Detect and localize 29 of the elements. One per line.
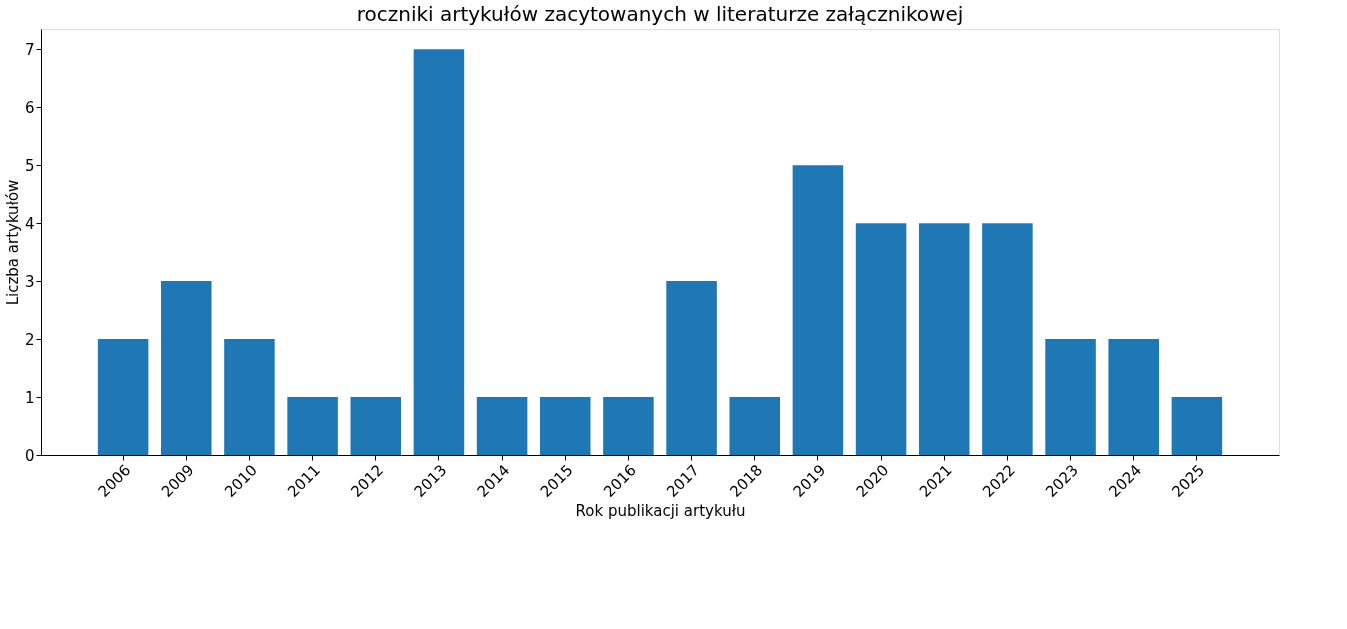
x-axis-title: Rok publikacji artykułu xyxy=(575,502,746,521)
bar xyxy=(1045,339,1096,455)
y-tick-label: 2 xyxy=(24,330,35,349)
y-tick-label: 1 xyxy=(24,388,35,407)
bar xyxy=(982,223,1033,455)
y-tick-label: 4 xyxy=(24,214,35,233)
bar xyxy=(918,223,970,455)
bar xyxy=(603,397,654,455)
y-axis-title: Liczba artykułów xyxy=(3,179,22,306)
bar xyxy=(161,281,212,455)
bar xyxy=(729,397,781,455)
bar xyxy=(855,223,907,455)
bar xyxy=(1108,339,1159,455)
bar xyxy=(1171,397,1223,455)
chart-title: roczniki artykułów zacytowanych w literaturze załącznikowej xyxy=(356,2,964,26)
bar xyxy=(287,397,338,455)
bar xyxy=(666,281,717,455)
y-tick-label: 7 xyxy=(24,40,35,59)
y-tick-label: 6 xyxy=(24,98,35,117)
y-tick-label: 5 xyxy=(24,156,35,175)
y-tick-label: 3 xyxy=(24,272,35,291)
bar xyxy=(539,397,591,455)
y-tick-label: 0 xyxy=(24,446,35,465)
bar xyxy=(224,339,275,455)
bar xyxy=(413,49,465,455)
bar xyxy=(476,397,528,455)
bar xyxy=(97,339,149,455)
bar xyxy=(792,165,844,455)
bar xyxy=(350,397,402,455)
